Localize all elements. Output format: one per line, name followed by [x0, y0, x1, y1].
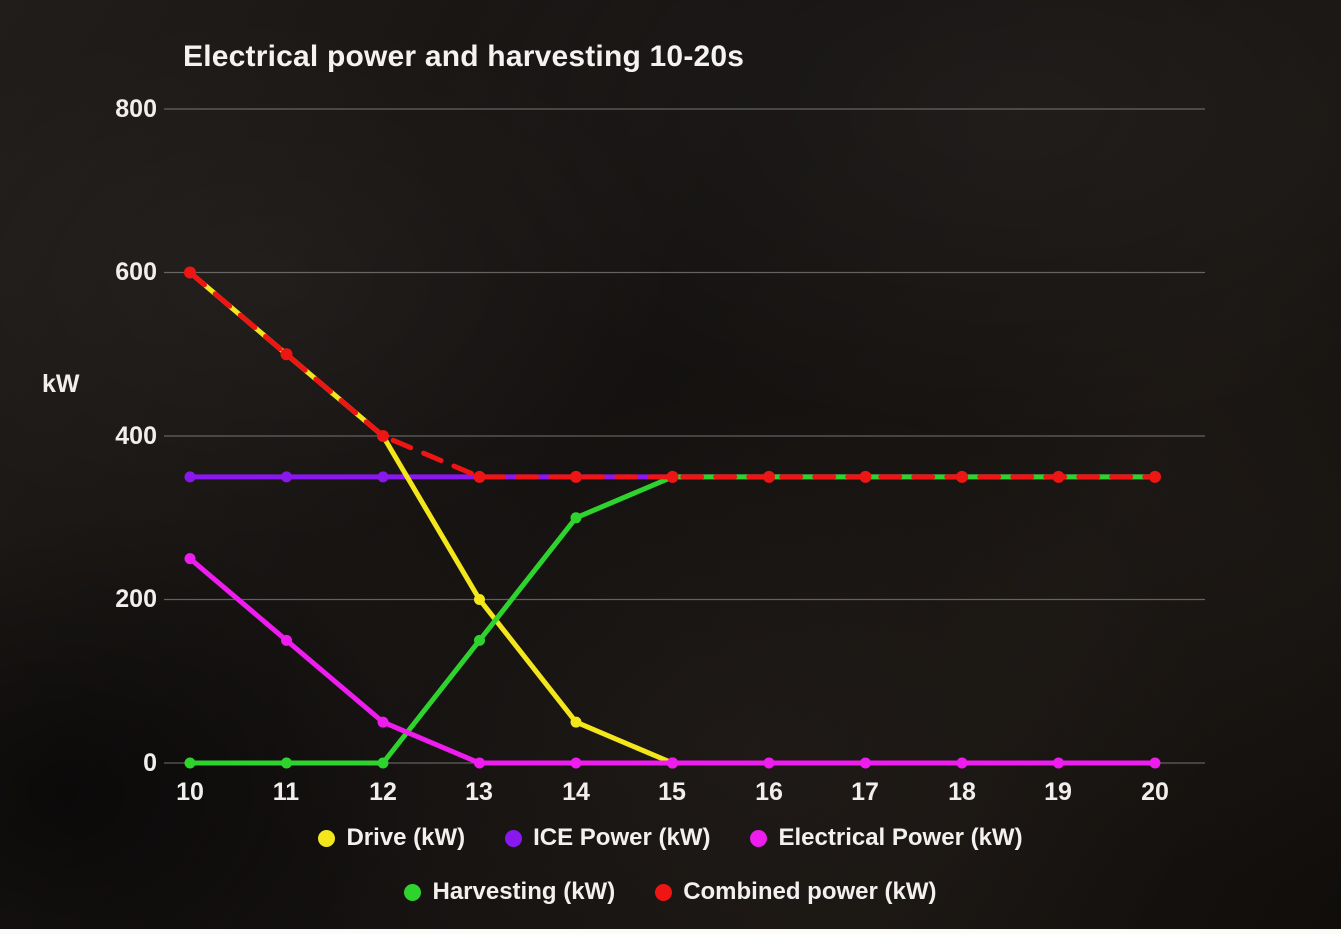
series-marker-combined-power-kw: [859, 470, 872, 483]
series-marker-drive-kw: [570, 716, 582, 728]
bottom-edge-strip: [0, 929, 1341, 934]
series-marker-ice-power-kw: [281, 471, 292, 483]
series-marker-combined-power-kw: [1052, 470, 1065, 483]
x-tick-18: 18: [948, 778, 976, 806]
x-tick-11: 11: [272, 778, 300, 806]
series-marker-electrical-power-kw: [956, 757, 968, 769]
series-marker-electrical-power-kw: [377, 716, 389, 728]
series-marker-electrical-power-kw: [1053, 757, 1064, 769]
legend-item-electrical-power: Electrical Power (kW): [750, 824, 1023, 852]
series-marker-combined-power-kw: [1149, 470, 1161, 483]
x-tick-10: 10: [176, 778, 204, 806]
series-marker-electrical-power-kw: [860, 757, 871, 769]
legend-label-combined-power: Combined power (kW): [683, 878, 937, 905]
x-tick-17: 17: [851, 778, 879, 806]
x-tick-19: 19: [1044, 778, 1072, 806]
y-tick-600: 600: [115, 258, 157, 286]
legend-label-drive: Drive (kW): [346, 824, 466, 851]
legend-dot-combined-power: [655, 883, 673, 901]
legend-item-drive: Drive (kW): [318, 824, 465, 852]
series-marker-combined-power-kw: [280, 348, 293, 361]
series-marker-combined-power-kw: [184, 266, 196, 279]
legend-label-ice-power: ICE Power (kW): [533, 824, 711, 851]
series-marker-harvesting-kw: [184, 757, 196, 769]
legend-dot-ice-power: [505, 829, 523, 847]
series-marker-electrical-power-kw: [184, 553, 196, 565]
series-marker-combined-power-kw: [473, 470, 486, 483]
legend-dot-harvesting: [404, 883, 422, 901]
legend-item-harvesting: Harvesting (kW): [404, 878, 615, 906]
legend-row-2: Harvesting (kW) Combined power (kW): [0, 878, 1341, 906]
y-tick-0: 0: [143, 749, 157, 777]
legend-dot-drive: [318, 829, 336, 847]
series-marker-combined-power-kw: [763, 470, 775, 483]
legend-row-1: Drive (kW) ICE Power (kW) Electrical Pow…: [0, 824, 1341, 852]
series-marker-electrical-power-kw: [667, 757, 678, 769]
series-marker-electrical-power-kw: [474, 757, 485, 769]
series-marker-ice-power-kw: [184, 471, 196, 483]
series-marker-ice-power-kw: [377, 471, 389, 483]
series-line-drive-kw: [187, 270, 675, 766]
series-line-electrical-power-kw: [187, 556, 1158, 766]
y-tick-800: 800: [115, 95, 157, 123]
series-marker-combined-power-kw: [956, 470, 968, 483]
series-marker-combined-power-kw: [666, 470, 679, 483]
series-marker-harvesting-kw: [570, 512, 582, 524]
series-marker-harvesting-kw: [377, 757, 389, 769]
series-marker-electrical-power-kw: [281, 634, 292, 646]
series-marker-drive-kw: [474, 594, 485, 605]
series-marker-combined-power-kw: [377, 430, 389, 442]
y-axis-unit-label: kW: [42, 370, 80, 398]
y-tick-200: 200: [115, 585, 157, 613]
legend-label-electrical-power: Electrical Power (kW): [778, 824, 1023, 851]
series-marker-electrical-power-kw: [763, 757, 775, 769]
series-marker-electrical-power-kw: [570, 757, 582, 769]
x-tick-20: 20: [1141, 778, 1169, 806]
x-tick-15: 15: [658, 778, 686, 806]
series-line-combined-power-kw: [187, 270, 1158, 480]
legend-dot-electrical-power: [750, 829, 768, 847]
y-tick-400: 400: [115, 422, 157, 450]
series-marker-harvesting-kw: [281, 757, 292, 769]
x-tick-14: 14: [562, 778, 590, 806]
x-tick-12: 12: [369, 778, 397, 806]
x-tick-13: 13: [465, 778, 493, 806]
legend-item-combined-power: Combined power (kW): [655, 878, 937, 906]
x-tick-16: 16: [755, 778, 783, 806]
series-marker-electrical-power-kw: [1149, 757, 1161, 769]
legend-label-harvesting: Harvesting (kW): [432, 878, 616, 905]
series-marker-combined-power-kw: [570, 470, 582, 483]
legend-item-ice-power: ICE Power (kW): [505, 824, 710, 852]
series-marker-harvesting-kw: [474, 634, 485, 646]
series-line-harvesting-kw: [187, 474, 1158, 766]
chart-title: Electrical power and harvesting 10-20s: [183, 40, 745, 73]
